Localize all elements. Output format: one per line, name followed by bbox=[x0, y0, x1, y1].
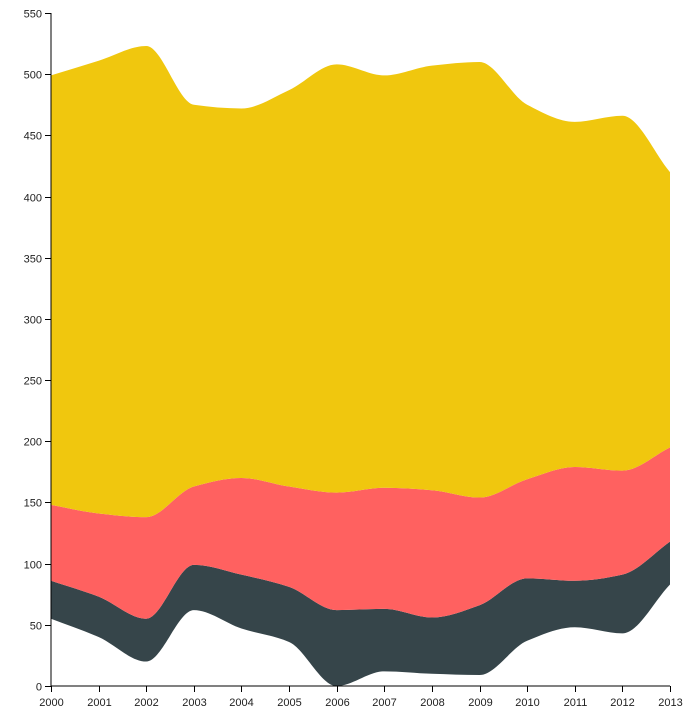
y-tick-label: 250 bbox=[24, 376, 42, 388]
y-tick-label: 0 bbox=[36, 682, 42, 694]
x-tick-label: 2000 bbox=[39, 697, 63, 709]
x-tick-label: 2005 bbox=[277, 697, 301, 709]
y-tick-label: 200 bbox=[24, 437, 42, 449]
x-tick-label: 2004 bbox=[229, 697, 253, 709]
x-tick-label: 2007 bbox=[372, 697, 396, 709]
y-tick-label: 450 bbox=[24, 131, 42, 143]
y-tick-label: 500 bbox=[24, 70, 42, 82]
area-yellow bbox=[51, 46, 670, 518]
y-tick-label: 400 bbox=[24, 193, 42, 205]
x-tick-label: 2013 bbox=[658, 697, 682, 709]
y-tick-label: 150 bbox=[24, 498, 42, 510]
x-tick-label: 2003 bbox=[182, 697, 206, 709]
x-tick-label: 2011 bbox=[564, 697, 588, 709]
y-tick-label: 550 bbox=[24, 9, 42, 21]
y-tick-label: 50 bbox=[30, 621, 42, 633]
y-axis: 0 50 100 150 200 250 300 350 400 450 500 550 bbox=[24, 9, 52, 694]
x-tick-label: 2010 bbox=[515, 697, 539, 709]
y-tick-label: 100 bbox=[24, 560, 42, 572]
x-axis: 2000 2001 2002 2003 2004 2005 2006 2007 2008 2009… bbox=[39, 685, 683, 709]
area-dark bbox=[51, 541, 670, 686]
area-red bbox=[51, 447, 670, 619]
x-tick-label: 2001 bbox=[87, 697, 111, 709]
x-tick-label: 2012 bbox=[610, 697, 634, 709]
x-tick-label: 2008 bbox=[420, 697, 444, 709]
x-tick-label: 2002 bbox=[134, 697, 158, 709]
x-tick-label: 2006 bbox=[325, 697, 349, 709]
y-tick-label: 300 bbox=[24, 315, 42, 327]
area-base bbox=[51, 584, 670, 686]
y-tick-label: 350 bbox=[24, 254, 42, 266]
area-series-group bbox=[51, 46, 670, 687]
x-tick-label: 2009 bbox=[468, 697, 492, 709]
